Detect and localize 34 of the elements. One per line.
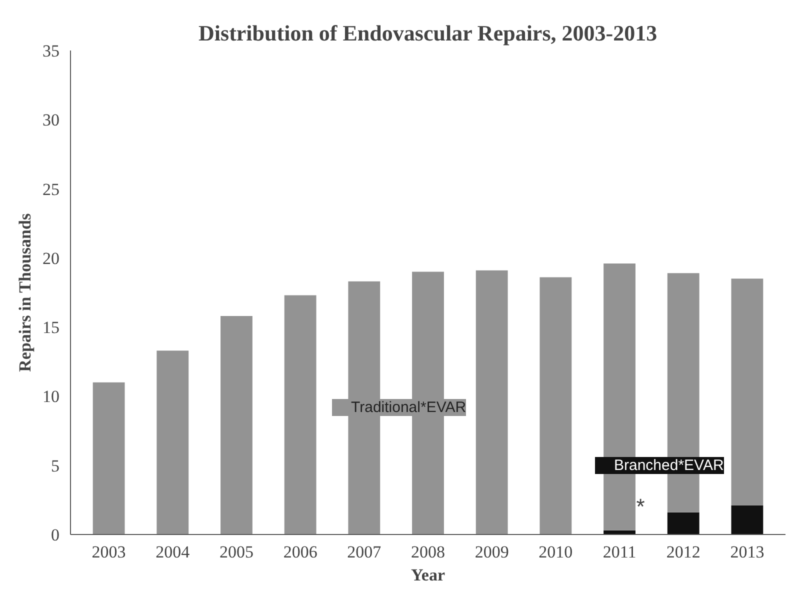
x-tick-label: 2006 xyxy=(283,542,318,562)
x-axis-title: Year xyxy=(411,566,446,584)
x-tick-label: 2003 xyxy=(92,542,126,562)
text: Branched*EVAR xyxy=(614,457,724,474)
x-tick-label: 2011 xyxy=(602,542,636,562)
annotation: * xyxy=(636,494,646,519)
x-tick-label: 2008 xyxy=(411,542,445,562)
bar xyxy=(667,512,700,534)
y-tick-label: 15 xyxy=(42,318,60,338)
y-tick-label: 30 xyxy=(42,110,60,130)
y-tick-label: 35 xyxy=(42,42,60,60)
bar xyxy=(156,350,189,534)
y-tick-label: 5 xyxy=(51,456,60,476)
y-axis-title: Repairs in Thousands xyxy=(16,213,34,372)
bar xyxy=(731,278,764,506)
x-tick-label: 2012 xyxy=(666,542,700,562)
bar xyxy=(284,295,316,534)
chart-title: Distribution of Endovascular Repairs, 2003-2013 xyxy=(198,20,658,46)
x-tick-label: 2010 xyxy=(538,542,573,562)
x-tick-label: 2009 xyxy=(474,542,509,562)
bar xyxy=(92,382,125,534)
x-tick-label: 2013 xyxy=(730,542,764,562)
y-tick-label: 0 xyxy=(51,526,60,544)
bar xyxy=(731,505,764,534)
bar xyxy=(476,270,508,534)
x-tick-label: 2007 xyxy=(347,542,382,562)
bar xyxy=(220,316,252,534)
bar xyxy=(540,277,572,534)
y-tick-label: 25 xyxy=(42,180,60,199)
x-tick-label: 2004 xyxy=(156,542,190,562)
y-tick-label: 10 xyxy=(42,387,60,406)
x-tick-label: 2005 xyxy=(219,542,254,562)
series-label: Traditional*EVAR xyxy=(351,399,466,416)
y-tick-label: 20 xyxy=(42,248,60,268)
